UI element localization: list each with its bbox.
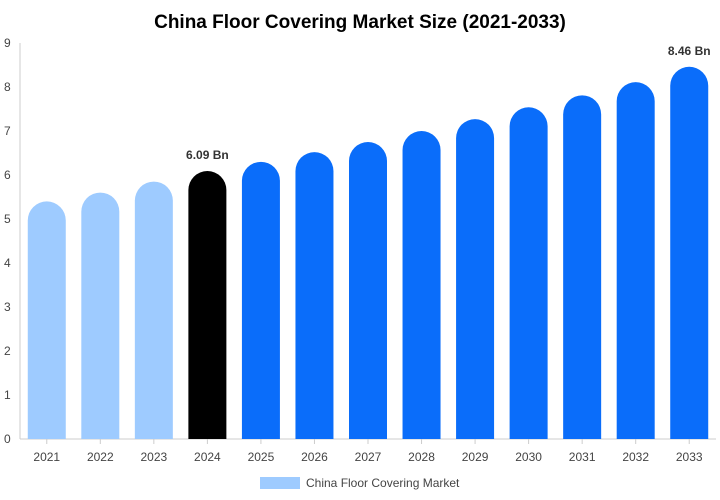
- legend[interactable]: China Floor Covering Market: [260, 476, 460, 490]
- y-tick-label: 1: [4, 388, 11, 402]
- bar-2027[interactable]: [349, 142, 387, 439]
- bar-2024[interactable]: [188, 171, 227, 440]
- y-tick-label: 5: [4, 212, 11, 226]
- bar-2026[interactable]: [295, 152, 334, 439]
- x-tick-label: 2025: [248, 450, 275, 464]
- bar-2031[interactable]: [563, 95, 602, 440]
- x-tick-label: 2031: [569, 450, 596, 464]
- chart-title: China Floor Covering Market Size (2021-2…: [154, 12, 566, 33]
- bar-2021[interactable]: [27, 201, 66, 439]
- y-tick-label: 8: [4, 80, 11, 94]
- y-tick-label: 6: [4, 168, 11, 182]
- data-label-2024: 6.09 Bn: [186, 148, 229, 162]
- y-tick-label: 3: [4, 300, 11, 314]
- x-tick-label: 2032: [622, 450, 649, 464]
- y-tick-label: 2: [4, 344, 11, 358]
- y-tick-label: 9: [4, 36, 11, 50]
- bar-2033[interactable]: [670, 66, 709, 439]
- bar-2032[interactable]: [616, 82, 655, 439]
- x-axis: 2021 2022 2023 2024 2025 2026 2027 2028 2029 2030…: [20, 438, 716, 464]
- x-tick-label: 2033: [676, 450, 703, 464]
- data-label-2033: 8.46 Bn: [668, 44, 711, 58]
- y-tick-label: 4: [4, 256, 11, 270]
- x-tick-label: 2027: [355, 450, 382, 464]
- x-tick-label: 2021: [33, 450, 60, 464]
- data-labels: 6.09 Bn 8.46 Bn: [186, 44, 711, 162]
- x-tick-label: 2023: [140, 450, 167, 464]
- x-tick-label: 2030: [515, 450, 542, 464]
- x-tick-label: 2029: [462, 450, 489, 464]
- bar-2023[interactable]: [134, 181, 173, 440]
- legend-swatch: [260, 477, 300, 489]
- x-tick-label: 2022: [87, 450, 114, 464]
- bar-2025[interactable]: [241, 161, 280, 440]
- bar-2022[interactable]: [81, 192, 120, 439]
- bar-2028[interactable]: [402, 131, 441, 439]
- x-tick-label: 2028: [408, 450, 435, 464]
- bar-2030[interactable]: [509, 107, 548, 439]
- bar-2029[interactable]: [456, 119, 495, 439]
- y-tick-label: 7: [4, 124, 11, 138]
- x-tick-label: 2026: [301, 450, 328, 464]
- x-tick-label: 2024: [194, 450, 221, 464]
- legend-label: China Floor Covering Market: [306, 476, 460, 490]
- y-tick-label: 0: [4, 432, 11, 446]
- y-axis: 0 1 2 3 4 5 6 7 8 9: [4, 36, 21, 446]
- bars: [27, 66, 709, 440]
